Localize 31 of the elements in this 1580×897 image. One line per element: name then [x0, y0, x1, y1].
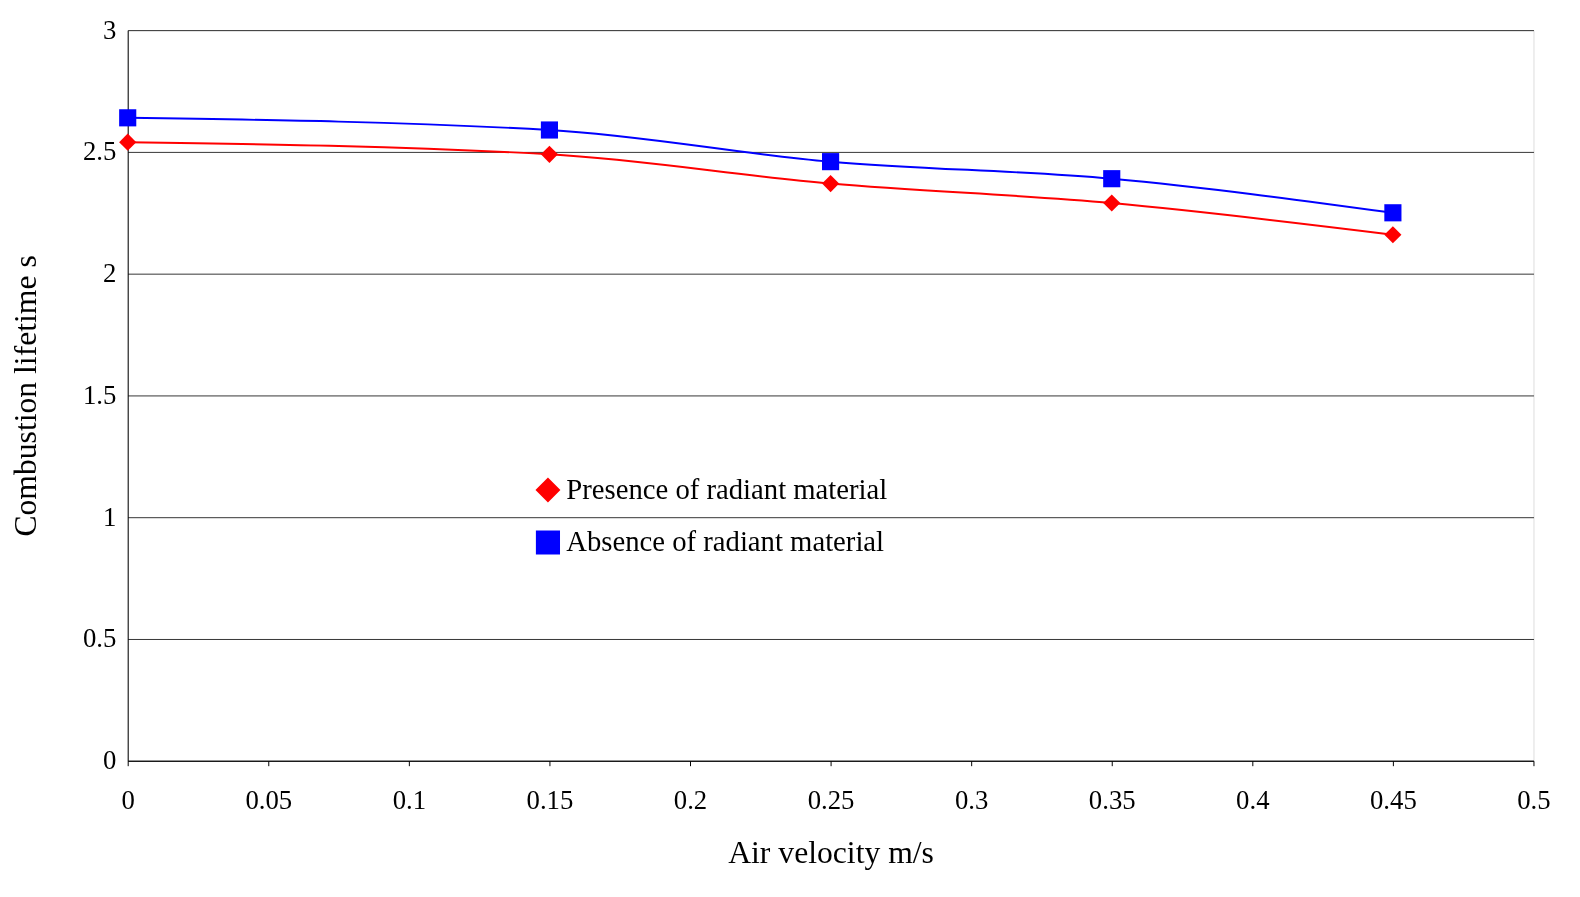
point	[1103, 170, 1121, 188]
x-tick-label: 0.1	[392, 784, 427, 815]
x-tick-label: 0.45	[1370, 784, 1417, 815]
x-tick-label: 0.35	[1088, 784, 1136, 815]
y-axis-title: Combustion lifetime s	[8, 255, 44, 537]
x-tick-label: 0.25	[807, 784, 855, 815]
y-tick-label: 2.5	[82, 136, 117, 167]
point	[1103, 194, 1121, 212]
x-tick-label: 0.4	[1236, 784, 1270, 815]
y-tick-label: 3	[102, 14, 117, 45]
y-tick-label: 1	[102, 501, 117, 532]
legend-label: Absence of radiant material	[566, 525, 885, 558]
x-axis-title: Air velocity m/s	[728, 835, 934, 871]
x-tick-label: 0.05	[245, 784, 293, 815]
point	[540, 121, 559, 139]
y-tick-label: 0.5	[82, 623, 117, 654]
x-tick-label: 0.5	[1517, 784, 1551, 815]
x-tick-label: 0.15	[526, 784, 574, 815]
y-tick-label: 1.5	[82, 379, 117, 410]
y-tick-label: 2	[102, 258, 117, 289]
y-tick-label: 0	[102, 745, 117, 776]
point	[822, 153, 840, 171]
point	[1384, 204, 1402, 222]
x-tick-label: 0.3	[954, 784, 989, 815]
point	[540, 145, 559, 163]
point	[119, 109, 137, 127]
legend-label: Presence of radiant material	[566, 472, 888, 505]
point	[1384, 226, 1402, 244]
point	[822, 174, 840, 193]
point	[119, 133, 137, 151]
x-tick-label: 0.2	[673, 784, 708, 815]
